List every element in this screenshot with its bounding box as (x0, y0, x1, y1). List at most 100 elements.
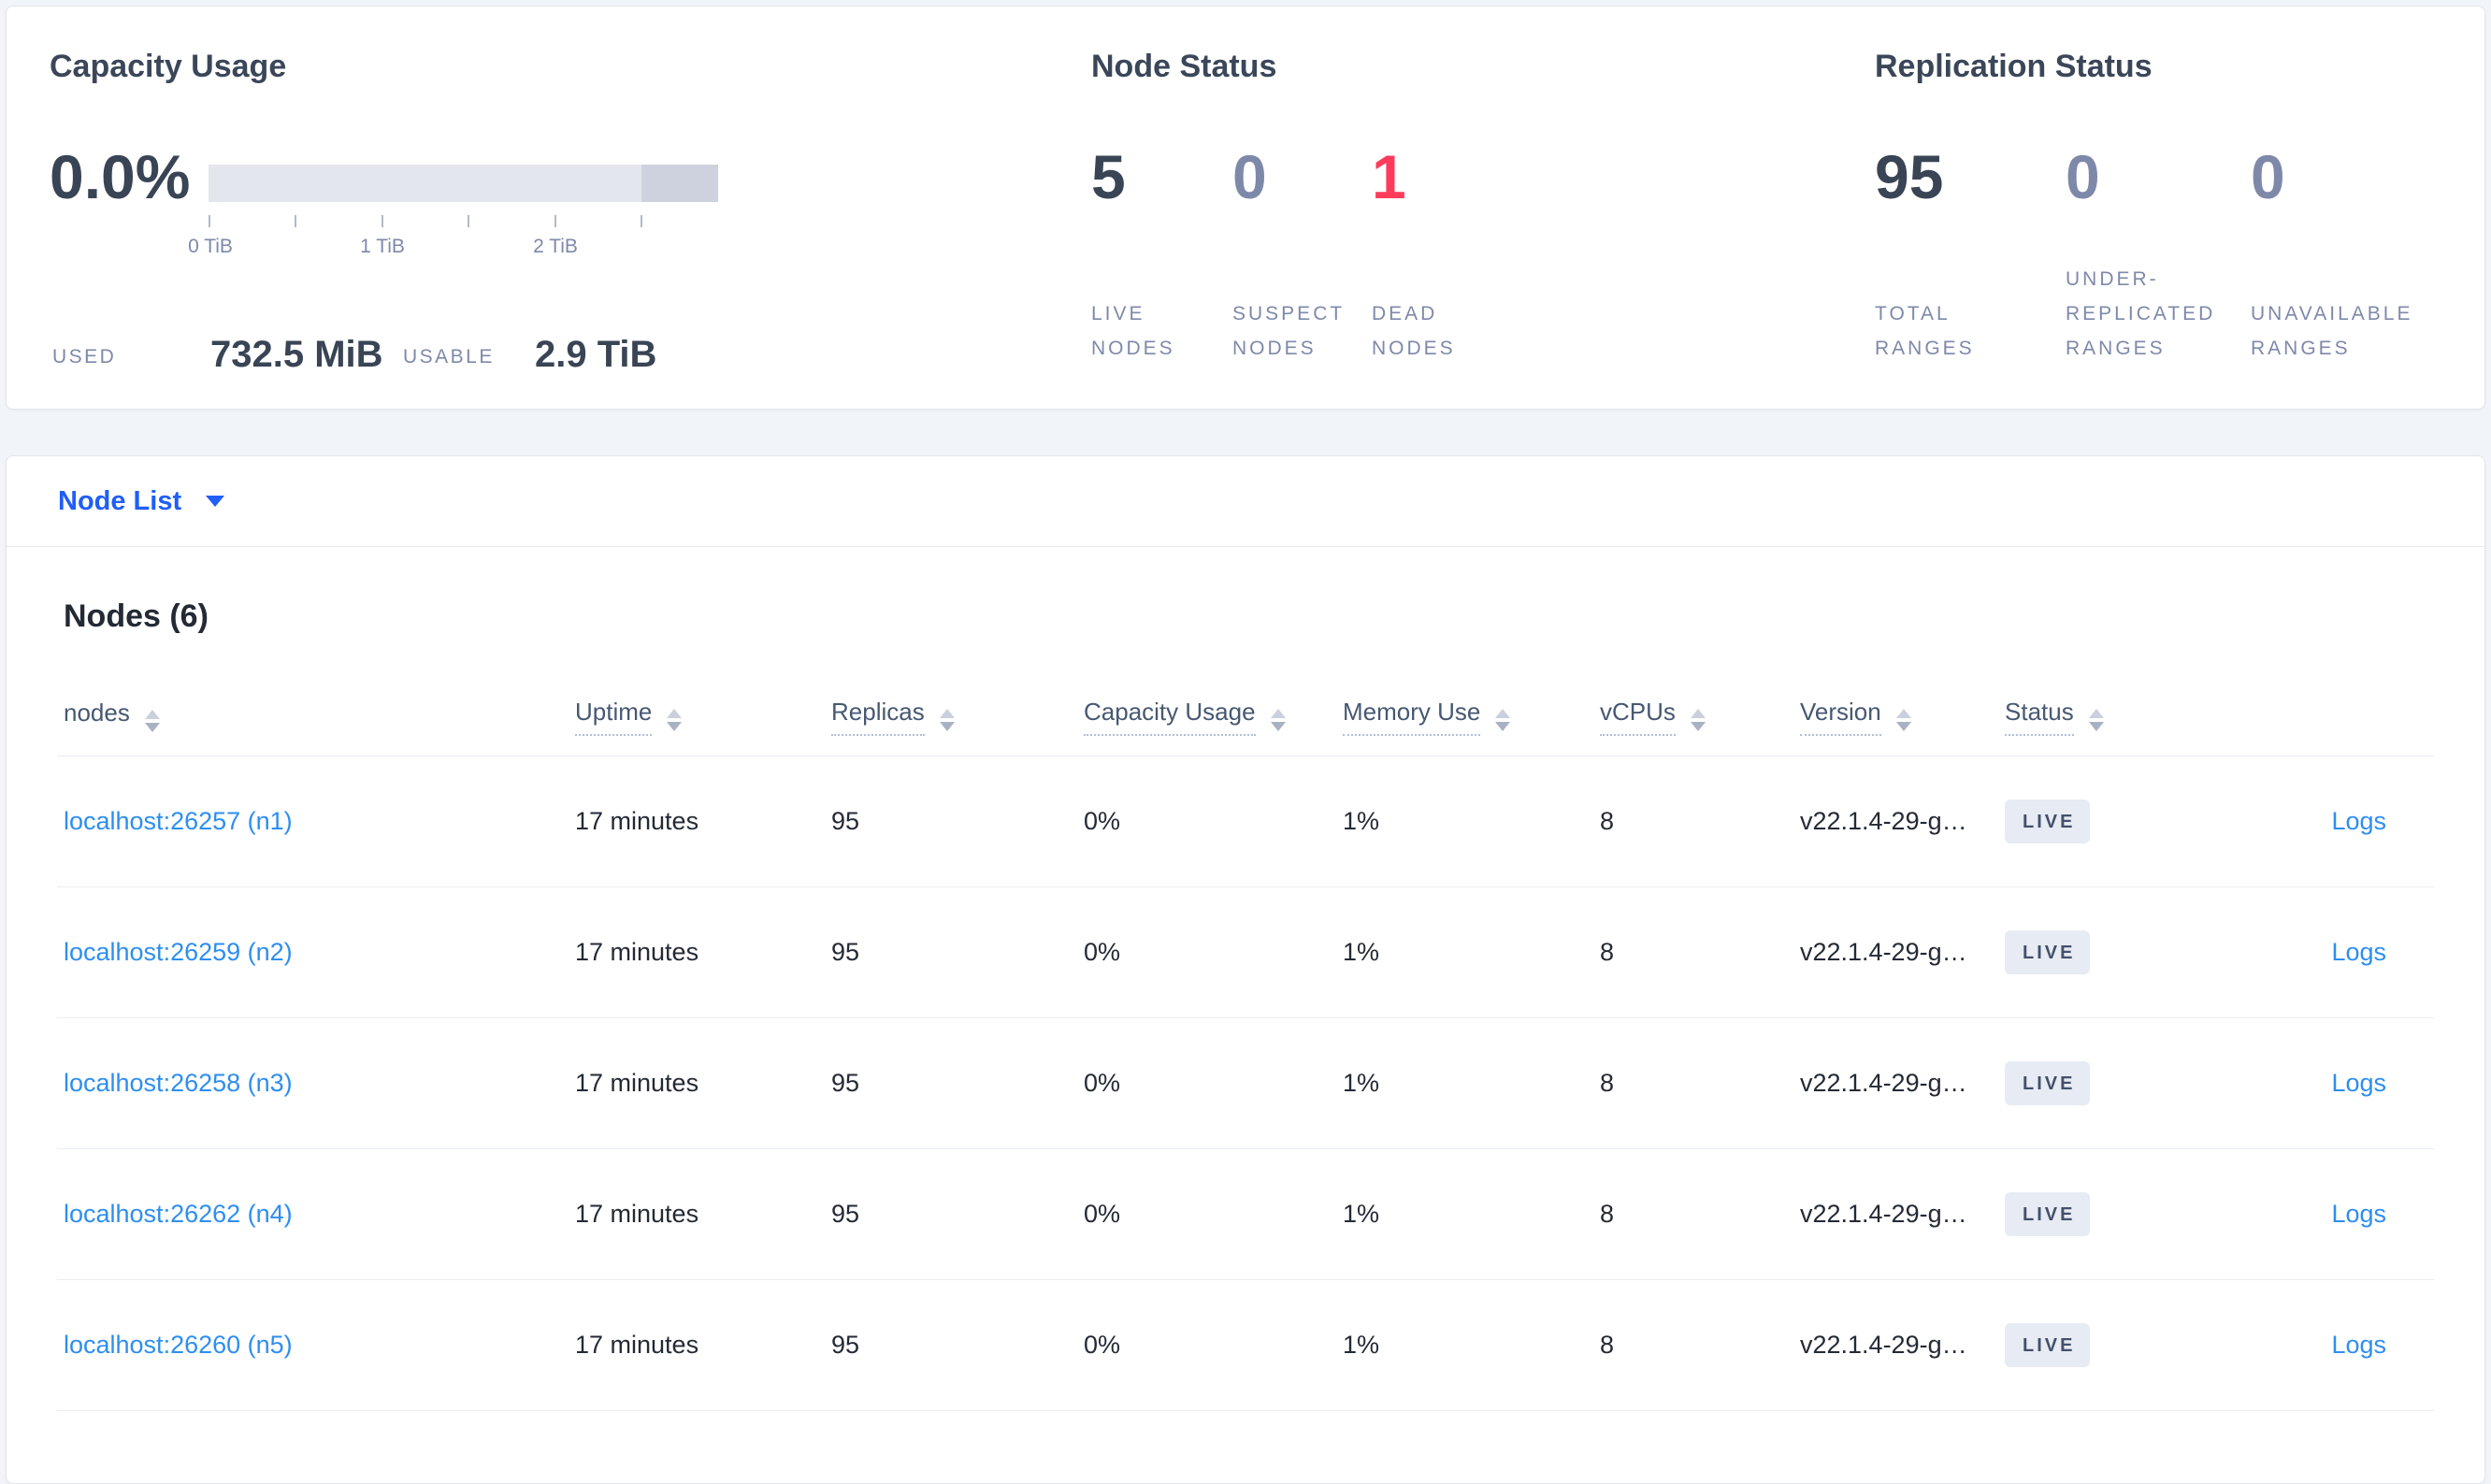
table-row: localhost:26262 (n4) 17 minutes 95 0% 1%… (57, 1149, 2434, 1280)
capacity-bar (209, 165, 718, 202)
view-selector-label[interactable]: Node List (58, 485, 182, 516)
sort-up-triangle-icon (2088, 709, 2104, 718)
replication-status-stat: 95 TOTAL RANGES (1875, 7, 2062, 409)
sort-icon[interactable] (1895, 709, 1911, 731)
logs-cell: Logs (2229, 807, 2434, 836)
column-header-label[interactable]: Uptime (575, 698, 653, 736)
stat-value: 0 (1232, 142, 1267, 211)
column-header-cell: Replicas (831, 698, 1084, 736)
logs-cell: Logs (2229, 1069, 2434, 1098)
sort-down-triangle-icon (939, 722, 955, 731)
column-header-cell: Status (2005, 698, 2229, 736)
column-header-cell: vCPUs (1600, 698, 1800, 736)
logs-link[interactable]: Logs (2331, 1200, 2386, 1228)
nodes-table: Nodes (6) nodes Uptime Replicas Capacity… (57, 598, 2434, 1411)
sort-down-triangle-icon (1495, 722, 1511, 731)
status-badge: LIVE (2005, 800, 2091, 843)
memory-use-cell: 1% (1343, 1200, 1380, 1228)
stat-label: UNAVAILABLE RANGES (2251, 303, 2413, 359)
sort-down-triangle-icon (1270, 722, 1286, 731)
column-header-label[interactable]: Capacity Usage (1084, 698, 1256, 736)
node-address-cell: localhost:26259 (n2) (57, 938, 575, 967)
stat-value: 95 (1875, 142, 1944, 211)
replication-status-title: Replication Status (1875, 49, 2153, 84)
logs-link[interactable]: Logs (2331, 938, 2386, 966)
cluster-summary-panel: Capacity Usage Node Status Replication S… (6, 6, 2485, 410)
node-link[interactable]: localhost:26257 (n1) (64, 807, 293, 835)
node-address-cell: localhost:26260 (n5) (57, 1331, 575, 1360)
status-cell: LIVE (2005, 1323, 2229, 1367)
sort-icon[interactable] (939, 709, 955, 731)
vcpus-cell: 8 (1600, 938, 1615, 966)
nodes-table-header-row: nodes Uptime Replicas Capacity Usage Mem… (57, 678, 2434, 756)
capacity-percent: 0.0% (50, 142, 191, 211)
sort-icon[interactable] (2088, 709, 2104, 731)
status-badge: LIVE (2005, 1061, 2091, 1105)
memory-use-cell: 1% (1343, 1331, 1380, 1359)
status-cell: LIVE (2005, 1061, 2229, 1105)
column-header-label[interactable]: Memory Use (1343, 698, 1481, 736)
node-link[interactable]: localhost:26259 (n2) (64, 938, 293, 966)
stat-value: 0 (2066, 142, 2100, 211)
sort-up-triangle-icon (1495, 709, 1511, 718)
view-selector-dropdown[interactable]: Node List (7, 456, 2484, 547)
axis-tick (554, 215, 556, 227)
logs-cell: Logs (2229, 938, 2434, 967)
vcpus-cell: 8 (1600, 1331, 1615, 1359)
node-link[interactable]: localhost:26258 (n3) (64, 1069, 293, 1097)
vcpus-cell: 8 (1600, 1200, 1615, 1228)
replicas-cell: 95 (831, 807, 860, 835)
status-badge: LIVE (2005, 1323, 2091, 1367)
sort-down-triangle-icon (2088, 722, 2104, 731)
node-list-panel: Node List Nodes (6) nodes Uptime Replica… (6, 455, 2485, 1484)
column-header-label[interactable]: vCPUs (1600, 698, 1676, 736)
capacity-usage-cell: 0% (1084, 1069, 1121, 1097)
logs-link[interactable]: Logs (2331, 1069, 2386, 1097)
logs-link[interactable]: Logs (2331, 807, 2386, 835)
sort-icon[interactable] (1495, 709, 1511, 731)
node-status-title: Node Status (1091, 49, 1277, 84)
logs-link[interactable]: Logs (2331, 1331, 2386, 1359)
column-header-label[interactable]: nodes (64, 699, 130, 727)
status-cell: LIVE (2005, 1192, 2229, 1236)
memory-use-cell: 1% (1343, 938, 1380, 966)
status-cell: LIVE (2005, 930, 2229, 974)
stat-value: 1 (1372, 142, 1406, 211)
node-link[interactable]: localhost:26260 (n5) (64, 1331, 293, 1359)
node-address-cell: localhost:26262 (n4) (57, 1200, 575, 1229)
chevron-down-icon[interactable] (206, 496, 225, 507)
sort-up-triangle-icon (667, 709, 683, 718)
sort-up-triangle-icon (939, 709, 955, 718)
column-header-label[interactable]: Version (1800, 698, 1881, 736)
sort-icon[interactable] (1270, 709, 1286, 731)
sort-icon[interactable] (144, 710, 160, 732)
node-address-cell: localhost:26257 (n1) (57, 807, 575, 836)
node-status-stat: 1 DEAD NODES (1372, 7, 1512, 409)
column-header-cell: Memory Use (1343, 698, 1600, 736)
logs-cell: Logs (2229, 1331, 2434, 1360)
sort-icon[interactable] (1690, 709, 1706, 731)
usable-value: 2.9 TiB (535, 334, 657, 375)
replicas-cell: 95 (831, 938, 860, 966)
sort-icon[interactable] (667, 709, 683, 731)
capacity-bar-chart: 0 TiB 1 TiB 2 TiB (188, 165, 770, 277)
vcpus-cell: 8 (1600, 807, 1615, 835)
capacity-usage-cell: 0% (1084, 1200, 1121, 1228)
column-header-label[interactable]: Status (2005, 698, 2074, 736)
sort-up-triangle-icon (1895, 709, 1911, 718)
stat-label: LIVE NODES (1091, 303, 1175, 359)
sort-up-triangle-icon (1690, 709, 1706, 718)
column-header-label[interactable]: Replicas (831, 698, 925, 736)
capacity-usage-cell: 0% (1084, 938, 1121, 966)
table-row: localhost:26258 (n3) 17 minutes 95 0% 1%… (57, 1018, 2434, 1149)
sort-up-triangle-icon (144, 710, 160, 719)
memory-use-cell: 1% (1343, 1069, 1380, 1097)
sort-up-triangle-icon (1270, 709, 1286, 718)
node-link[interactable]: localhost:26262 (n4) (64, 1200, 293, 1228)
sort-down-triangle-icon (1895, 722, 1911, 731)
uptime-cell: 17 minutes (575, 1069, 699, 1097)
column-header-cell: nodes (57, 699, 575, 735)
stat-value: 0 (2251, 142, 2285, 211)
stat-label: TOTAL RANGES (1875, 303, 1975, 359)
usable-label: USABLE (403, 346, 495, 367)
